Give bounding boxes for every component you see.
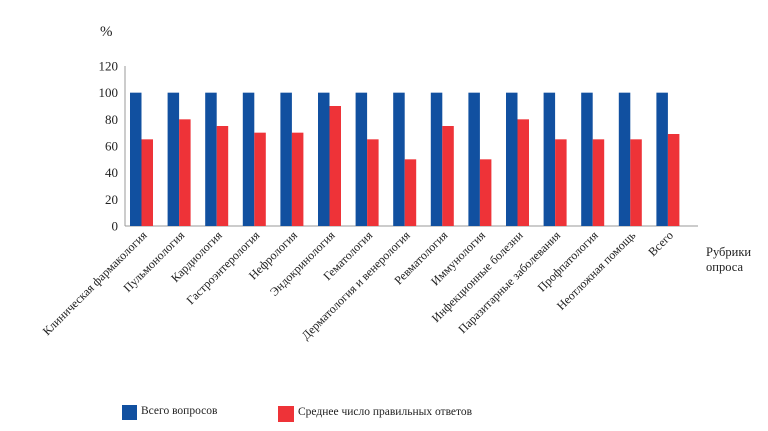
- y-tick-label: 0: [112, 219, 119, 234]
- bar-total-12: [581, 92, 593, 227]
- bar-correct-12: [592, 139, 605, 226]
- legend-label-total: Всего вопросов: [141, 405, 218, 417]
- bars: [130, 92, 680, 227]
- bar-total-9: [468, 92, 480, 227]
- y-tick-label: 40: [105, 165, 118, 180]
- bar-correct-6: [367, 139, 379, 226]
- bar-correct-1: [179, 119, 191, 226]
- bar-total-3: [242, 92, 255, 227]
- legend-label-correct: Среднее число правильных ответов: [298, 406, 473, 418]
- bar-correct-10: [517, 119, 529, 226]
- x-tick-label: Эндокринология: [267, 228, 338, 299]
- x-tick-label: Всего: [645, 228, 676, 259]
- legend: Всего вопросов Среднее число правильных …: [122, 405, 473, 422]
- bar-correct-9: [479, 159, 492, 226]
- bar-correct-8: [442, 126, 454, 226]
- y-tick-label: 80: [105, 112, 118, 127]
- y-tick-label: 100: [99, 85, 119, 100]
- y-tick-label: 20: [105, 192, 118, 207]
- bar-correct-11: [555, 139, 567, 226]
- bar-total-13: [618, 92, 631, 227]
- bar-correct-3: [254, 132, 266, 226]
- y-axis-label: %: [100, 24, 113, 40]
- bar-total-5: [318, 92, 330, 227]
- y-tick-label: 60: [105, 139, 118, 154]
- bar-total-11: [543, 92, 556, 227]
- x-axis-label-line2: опроса: [706, 260, 743, 274]
- bar-total-6: [355, 92, 368, 227]
- bar-correct-7: [404, 159, 417, 226]
- y-tick-label: 120: [99, 59, 119, 74]
- bar-total-1: [167, 92, 180, 227]
- y-axis-ticks: 0 20 40 60 80 100 120: [99, 59, 119, 234]
- bar-total-14: [656, 92, 668, 227]
- bar-total-2: [205, 92, 217, 227]
- x-axis-label-line1: Рубрики: [706, 245, 751, 259]
- bar-correct-5: [329, 106, 341, 226]
- bar-correct-2: [216, 126, 229, 226]
- bar-total-7: [393, 92, 405, 227]
- x-axis-tick-labels: Клиническая фармакологияПульмонологияКар…: [40, 228, 676, 343]
- bar-correct-13: [630, 139, 642, 226]
- bar-total-10: [506, 92, 518, 227]
- bar-total-8: [430, 92, 443, 227]
- bar-correct-14: [667, 134, 680, 226]
- bar-correct-4: [291, 132, 304, 226]
- legend-swatch-correct: [278, 406, 294, 422]
- bar-total-4: [280, 92, 292, 227]
- legend-swatch-total: [122, 405, 137, 420]
- bar-total-0: [130, 92, 142, 227]
- bar-correct-0: [141, 139, 153, 226]
